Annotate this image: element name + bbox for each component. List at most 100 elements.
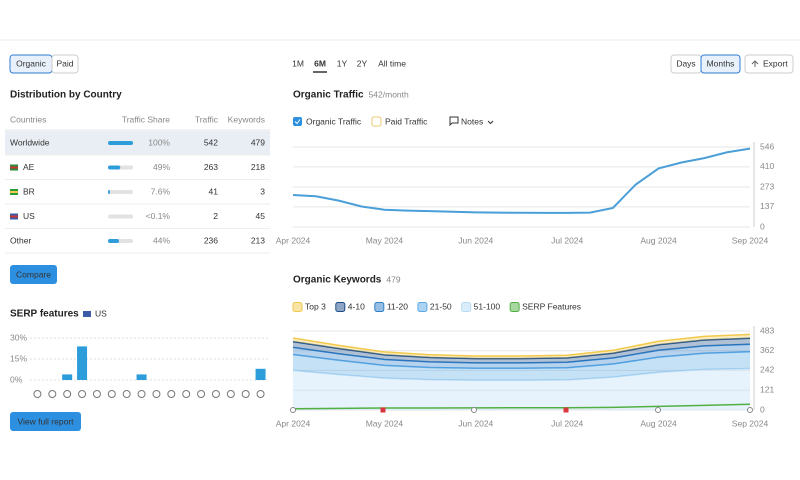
event-marker[interactable] [380,407,386,413]
section-title: Distribution by Country [10,90,122,101]
feature-icon [167,390,176,398]
toggle-label: Paid [56,58,73,68]
legend-label: Paid Traffic [385,116,428,126]
legend-swatch[interactable] [335,302,346,312]
button-label: View full report [17,416,74,426]
line [292,403,751,410]
feature-icon [122,390,131,398]
country: Worldwide [10,137,50,147]
event-marker[interactable] [747,407,753,413]
legend-label: Top 3 [305,301,326,311]
chart-subtitle: 542/month [369,89,409,99]
export-button[interactable] [744,54,794,74]
legend-swatch[interactable] [509,302,520,312]
x-tick-label: Apr 2024 [276,418,311,428]
column-header: Traffic [195,114,219,124]
event-marker[interactable] [471,407,477,413]
y-tick-label: 15% [10,353,27,363]
area [293,344,750,369]
legend-swatch[interactable] [417,302,428,312]
y-tick-label: 410 [760,161,774,171]
column-header: Traffic Share [122,114,170,124]
traffic: 236 [204,235,218,245]
period-tab: 1Y [337,58,348,68]
y-tick-label: 0 [760,221,765,231]
granularity: Days [676,58,695,68]
y-tick-label: 0 [760,404,765,414]
export: Export [763,58,788,68]
country: Other [10,235,31,245]
area-edge [292,337,751,360]
feature-icon [137,390,146,398]
bar [77,346,88,380]
y-tick-label: 546 [760,141,774,151]
area-edge [292,333,751,357]
view-report-button[interactable] [10,412,81,431]
flag [10,191,18,193]
legend-label: 11-20 [387,301,408,311]
legend-swatch[interactable] [461,302,472,312]
x-tick-label: Jun 2024 [458,418,493,428]
area-edge [292,343,751,364]
area-edge [292,367,751,381]
country: US [95,308,107,318]
feature-icon [107,390,116,398]
traffic: 263 [204,162,218,172]
period-tab: 2Y [357,58,368,68]
feature-icon [211,390,220,398]
chart-subtitle: 479 [386,274,400,284]
feature-icon [63,390,72,398]
months-button[interactable] [700,54,741,74]
period-tab: 6M [314,58,326,68]
line [292,147,751,214]
notes-icon [449,116,459,127]
compare-button[interactable] [10,265,57,284]
area-edge [292,351,751,370]
legend-label: 4-10 [348,301,365,311]
keywords: 213 [251,235,265,245]
feature-icon [78,390,87,398]
x-tick-label: Apr 2024 [276,235,311,245]
event-marker[interactable] [290,407,296,413]
chevron [487,120,494,125]
y-tick-label: 483 [760,325,774,335]
y-tick-label: 121 [760,384,774,394]
share-label: 7.6% [151,186,171,196]
checkbox[interactable] [371,116,382,127]
chart-title: Organic Keywords [293,275,382,286]
bar [255,368,266,380]
x-tick-label: Jun 2024 [458,235,493,245]
country: BR [23,186,35,196]
legend-swatch[interactable] [292,302,303,312]
share-bar [108,165,121,170]
event-marker[interactable] [563,407,569,413]
notes: Notes [461,116,483,126]
legend-label: Organic Traffic [306,116,362,126]
checkbox[interactable] [293,117,302,126]
share-label: 49% [153,162,170,172]
share-label: 44% [153,235,170,245]
traffic: 41 [209,186,219,196]
check [294,119,301,125]
y-tick-label: 362 [760,345,774,355]
feature-icon [182,390,191,398]
share-track [108,214,133,219]
period-tab: 1M [292,58,304,68]
x-tick-label: Sep 2024 [732,235,769,245]
y-tick-label: 0% [10,374,23,384]
event-marker[interactable] [655,407,661,413]
legend-swatch[interactable] [374,302,385,312]
legend-label: 51-100 [474,301,501,311]
y-tick-label: 242 [760,365,774,375]
feature-icon [48,390,57,398]
x-tick-label: Sep 2024 [732,418,769,428]
paid-toggle[interactable] [51,54,79,74]
row-highlight [5,131,270,155]
y-tick-label: 30% [10,332,27,342]
feature-icon [33,390,42,398]
feature-icon [152,390,161,398]
keywords: 3 [260,186,265,196]
x-tick-label: Aug 2024 [640,418,677,428]
